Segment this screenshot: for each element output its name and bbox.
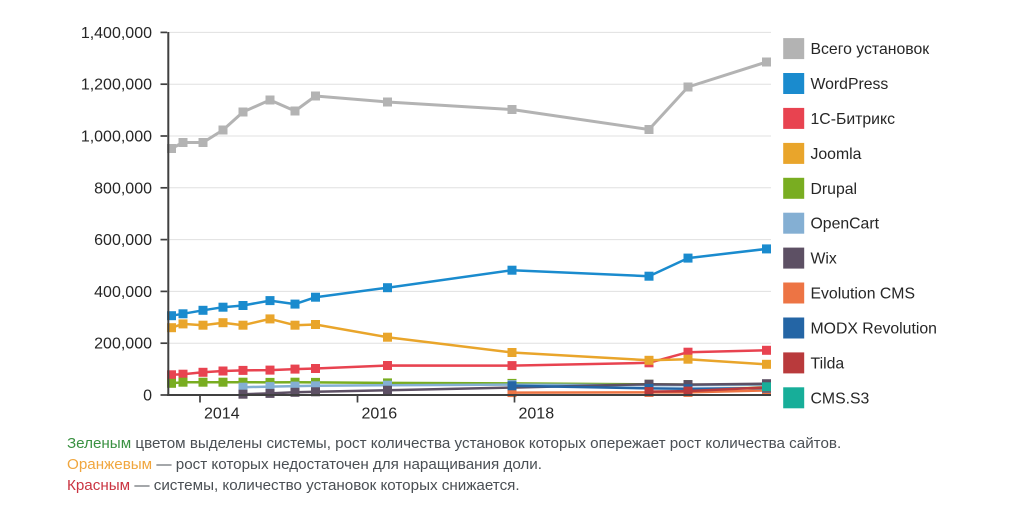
svg-text:600,000: 600,000 xyxy=(94,232,152,249)
svg-text:CMS.S3: CMS.S3 xyxy=(811,390,870,407)
svg-text:1,400,000: 1,400,000 xyxy=(81,25,152,42)
svg-text:1,000,000: 1,000,000 xyxy=(81,129,152,146)
svg-text:200,000: 200,000 xyxy=(94,336,152,353)
svg-text:1,200,000: 1,200,000 xyxy=(81,77,152,94)
svg-text:0: 0 xyxy=(143,388,152,405)
svg-text:Всего установок: Всего установок xyxy=(811,41,930,58)
svg-text:Оранжевым — рост которых недос: Оранжевым — рост которых недостаточен дл… xyxy=(67,456,542,473)
svg-text:2016: 2016 xyxy=(362,406,398,423)
svg-text:OpenCart: OpenCart xyxy=(811,216,880,233)
svg-text:Evolution CMS: Evolution CMS xyxy=(811,286,915,303)
svg-text:MODX Revolution: MODX Revolution xyxy=(811,321,937,338)
svg-text:Joomla: Joomla xyxy=(811,146,862,163)
svg-text:Красным — системы, количество: Красным — системы, количество установок … xyxy=(67,477,520,494)
svg-text:800,000: 800,000 xyxy=(94,180,152,197)
svg-text:Tilda: Tilda xyxy=(811,355,845,372)
svg-text:Wix: Wix xyxy=(811,251,837,268)
svg-text:1С-Битрикс: 1С-Битрикс xyxy=(811,111,896,128)
svg-text:WordPress: WordPress xyxy=(811,76,889,93)
svg-text:Drupal: Drupal xyxy=(811,181,858,198)
svg-text:Зеленым цветом выделены систем: Зеленым цветом выделены системы, рост ко… xyxy=(67,435,841,452)
svg-text:2018: 2018 xyxy=(519,406,555,423)
svg-text:400,000: 400,000 xyxy=(94,284,152,301)
svg-text:2014: 2014 xyxy=(204,406,240,423)
